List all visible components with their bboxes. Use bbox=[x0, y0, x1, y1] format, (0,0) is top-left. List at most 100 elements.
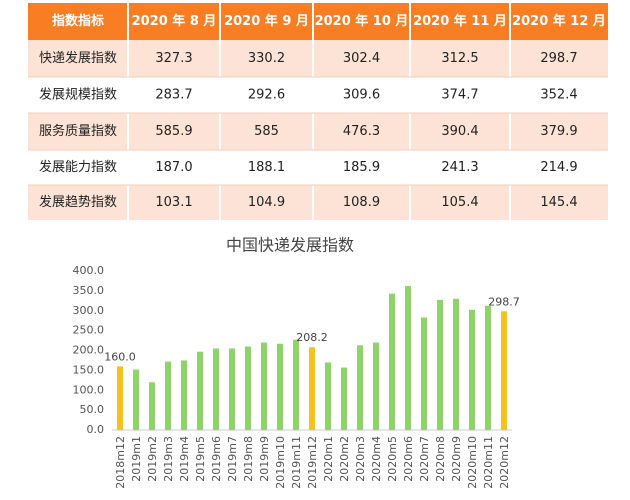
table-cell: 327.3 bbox=[155, 51, 192, 66]
y-tick-label: 350.0 bbox=[73, 284, 105, 297]
x-tick-label: 2020m12 bbox=[498, 436, 511, 489]
table-cell: 103.1 bbox=[155, 195, 192, 210]
table-row-bg bbox=[28, 40, 608, 77]
x-tick-label: 2019m7 bbox=[226, 436, 239, 482]
bar bbox=[293, 339, 299, 430]
table-header-cell: 2020 年 8 月 bbox=[132, 13, 217, 29]
table-row-bg bbox=[28, 77, 608, 113]
table-cell: 283.7 bbox=[155, 88, 192, 103]
y-tick-label: 150.0 bbox=[73, 363, 105, 376]
x-tick-label: 2019m12 bbox=[306, 436, 319, 489]
table-cell: 185.9 bbox=[343, 160, 380, 175]
table-cell: 发展规模指数 bbox=[39, 87, 117, 103]
bar bbox=[165, 361, 171, 430]
table-cell: 187.0 bbox=[155, 160, 192, 175]
bar bbox=[325, 362, 331, 430]
table-cell: 发展能力指数 bbox=[39, 159, 117, 175]
table-cell: 188.1 bbox=[248, 160, 285, 175]
table-header-cell: 指数指标 bbox=[52, 13, 104, 29]
table-cell: 302.4 bbox=[343, 51, 380, 66]
x-tick-label: 2019m6 bbox=[210, 436, 223, 482]
table-row-bg bbox=[28, 150, 608, 185]
x-tick-label: 2019m4 bbox=[178, 436, 191, 482]
table-cell: 585.9 bbox=[155, 124, 192, 139]
bar bbox=[453, 298, 459, 430]
y-tick-label: 400.0 bbox=[73, 264, 105, 277]
table-cell: 476.3 bbox=[343, 124, 380, 139]
y-tick-label: 50.0 bbox=[80, 403, 105, 416]
table-cell: 309.6 bbox=[343, 88, 380, 103]
table-cell: 298.7 bbox=[540, 51, 577, 66]
x-tick-label: 2020m4 bbox=[370, 436, 383, 482]
data-label: 298.7 bbox=[488, 295, 520, 308]
table-row-bg bbox=[28, 185, 608, 220]
bar bbox=[389, 293, 395, 430]
data-label: 160.0 bbox=[104, 350, 136, 363]
table-cell: 379.9 bbox=[540, 124, 577, 139]
table-header-cell: 2020 年 12 月 bbox=[512, 13, 606, 29]
x-tick-label: 2019m2 bbox=[146, 436, 159, 482]
table-cell: 390.4 bbox=[441, 124, 478, 139]
bar bbox=[437, 299, 443, 430]
x-tick-label: 2020m8 bbox=[434, 436, 447, 482]
x-tick-label: 2019m1 bbox=[130, 436, 143, 482]
bar bbox=[213, 348, 219, 430]
bar bbox=[469, 309, 475, 430]
y-tick-label: 100.0 bbox=[73, 383, 105, 396]
x-tick-label: 2020m5 bbox=[386, 436, 399, 482]
bar bbox=[357, 345, 363, 430]
y-tick-label: 300.0 bbox=[73, 304, 105, 317]
y-tick-label: 0.0 bbox=[87, 423, 105, 436]
table-cell: 108.9 bbox=[343, 195, 380, 210]
x-tick-label: 2019m11 bbox=[290, 436, 303, 489]
table-cell: 585 bbox=[254, 124, 279, 139]
bar bbox=[501, 311, 507, 430]
x-tick-label: 2020m3 bbox=[354, 436, 367, 482]
x-tick-label: 2020m7 bbox=[418, 436, 431, 482]
y-tick-label: 250.0 bbox=[73, 324, 105, 337]
table-cell: 352.4 bbox=[540, 88, 577, 103]
bar bbox=[309, 347, 315, 430]
table-cell: 104.9 bbox=[248, 195, 285, 210]
bar bbox=[405, 286, 411, 430]
table-cell: 145.4 bbox=[540, 195, 577, 210]
bar bbox=[149, 382, 155, 430]
bar bbox=[485, 305, 491, 430]
bar bbox=[133, 369, 139, 430]
x-tick-label: 2019m10 bbox=[274, 436, 287, 489]
bar bbox=[245, 346, 251, 430]
x-tick-label: 2019m9 bbox=[258, 436, 271, 482]
table-cell: 312.5 bbox=[441, 51, 478, 66]
table-cell: 服务质量指数 bbox=[39, 123, 117, 139]
x-tick-label: 2020m2 bbox=[338, 436, 351, 482]
bar bbox=[229, 348, 235, 430]
table-cell: 292.6 bbox=[248, 88, 285, 103]
table-header-cell: 2020 年 9 月 bbox=[224, 13, 309, 29]
table-header-cell: 2020 年 10 月 bbox=[315, 13, 409, 29]
bar bbox=[181, 360, 187, 430]
table-cell: 发展趋势指数 bbox=[39, 194, 117, 210]
x-tick-label: 2020m10 bbox=[466, 436, 479, 489]
table-cell: 214.9 bbox=[540, 160, 577, 175]
bar bbox=[341, 367, 347, 430]
x-tick-label: 2019m8 bbox=[242, 436, 255, 482]
table-header-cell: 2020 年 11 月 bbox=[413, 13, 507, 29]
bar bbox=[277, 343, 283, 430]
x-tick-label: 2020m11 bbox=[482, 436, 495, 489]
table-cell: 快递发展指数 bbox=[39, 50, 117, 66]
table-cell: 241.3 bbox=[441, 160, 478, 175]
x-tick-label: 2018m12 bbox=[114, 436, 127, 489]
table-row-bg bbox=[28, 113, 608, 150]
data-label: 208.2 bbox=[296, 331, 328, 344]
table-cell: 105.4 bbox=[441, 195, 478, 210]
bar bbox=[421, 317, 427, 430]
table-header-bg bbox=[28, 3, 608, 40]
chart-title: 中国快递发展指数 bbox=[226, 236, 354, 255]
x-tick-label: 2020m6 bbox=[402, 436, 415, 482]
y-tick-label: 200.0 bbox=[73, 344, 105, 357]
bar bbox=[197, 351, 203, 430]
table-cell: 374.7 bbox=[441, 88, 478, 103]
table-cell: 330.2 bbox=[248, 51, 285, 66]
x-tick-label: 2019m3 bbox=[162, 436, 175, 482]
